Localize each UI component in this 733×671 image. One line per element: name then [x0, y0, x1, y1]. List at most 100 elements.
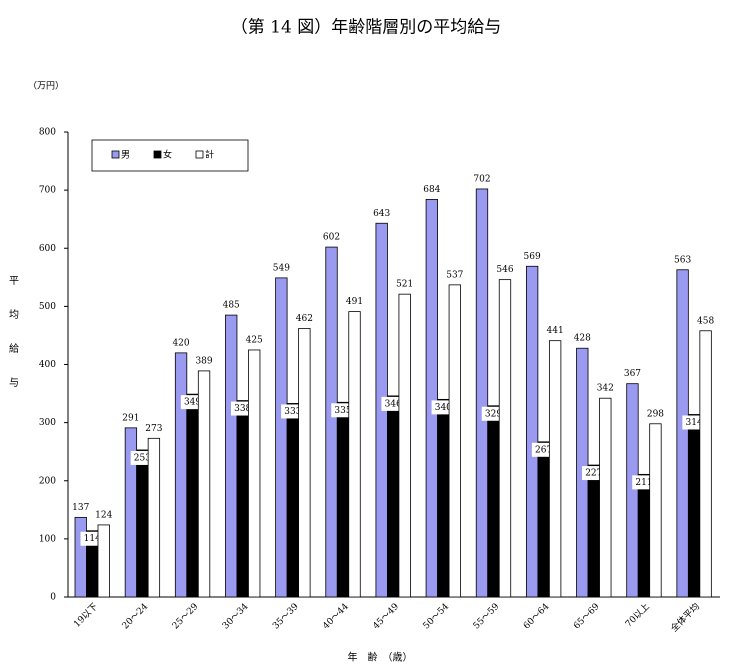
value-label: 420	[172, 338, 189, 348]
bar	[448, 284, 461, 598]
bar	[236, 400, 249, 598]
value-label: 211	[635, 478, 652, 488]
bar	[336, 401, 350, 598]
bar	[525, 265, 539, 598]
bar	[487, 405, 500, 598]
value-label: 458	[697, 316, 714, 326]
bar	[498, 279, 512, 598]
legend-swatch	[153, 150, 162, 159]
value-label: 569	[524, 252, 541, 262]
legend-label: 女	[163, 149, 172, 161]
x-tick-label: 全体平均	[668, 600, 702, 634]
y-tick-label: 700	[39, 186, 56, 196]
value-label: 367	[624, 369, 641, 379]
unit-label: （万円）	[28, 81, 64, 92]
legend-label: 計	[205, 149, 214, 161]
value-label: 346	[385, 399, 402, 409]
bar	[387, 395, 400, 598]
value-label: 340	[435, 403, 452, 413]
value-label: 124	[95, 510, 112, 520]
value-label: 114	[84, 534, 101, 544]
y-tick-label: 400	[39, 360, 56, 370]
bar	[248, 349, 261, 598]
y-tick-label: 800	[39, 128, 56, 138]
value-label: 227	[585, 469, 602, 479]
value-label: 342	[597, 384, 614, 394]
bar	[626, 383, 639, 598]
value-label: 441	[547, 326, 564, 336]
value-label: 485	[223, 301, 240, 311]
x-tick-label: 20～24	[121, 602, 151, 632]
value-label: 643	[373, 209, 390, 219]
value-label: 298	[647, 409, 664, 419]
x-tick-label: 50～54	[422, 602, 452, 632]
x-tick-label: 35～39	[271, 602, 301, 632]
value-label: 546	[496, 265, 513, 275]
bar	[649, 423, 662, 598]
bar	[325, 246, 338, 598]
value-label: 425	[246, 335, 263, 345]
y-axis-label: 平均給与	[7, 275, 19, 411]
value-label: 389	[195, 356, 212, 366]
bar	[147, 437, 161, 598]
bar	[136, 449, 149, 598]
value-label: 491	[346, 297, 363, 307]
legend	[91, 139, 249, 172]
value-label: 521	[396, 280, 413, 290]
value-label: 549	[273, 263, 290, 273]
bar	[197, 370, 211, 598]
x-tick-label: 55～59	[472, 602, 502, 632]
bar	[637, 473, 651, 598]
bar	[537, 441, 550, 598]
value-label: 684	[423, 185, 440, 195]
x-tick-label: 45～49	[371, 602, 401, 632]
value-label: 537	[446, 270, 463, 280]
value-label: 137	[72, 503, 89, 513]
x-tick-label: 60～64	[522, 602, 552, 632]
bar	[286, 403, 300, 598]
x-tick-label: 40～44	[321, 602, 351, 632]
y-tick-label: 600	[39, 244, 56, 254]
value-label: 267	[535, 445, 552, 455]
bar	[174, 352, 188, 598]
bar	[599, 397, 612, 598]
value-label: 253	[134, 453, 151, 463]
bar	[348, 311, 361, 598]
value-label: 335	[334, 406, 351, 416]
bar	[298, 328, 311, 598]
value-label: 563	[674, 255, 691, 265]
bar	[186, 393, 199, 598]
bar	[587, 464, 600, 598]
value-label: 333	[284, 407, 301, 417]
value-label: 428	[574, 334, 591, 344]
bar	[676, 269, 689, 598]
bar	[687, 414, 701, 598]
x-tick-label: 25～29	[171, 602, 201, 632]
bar	[97, 524, 110, 598]
x-tick-label: 65～69	[572, 602, 602, 632]
bar	[437, 398, 450, 598]
x-tick-label: 70以上	[623, 601, 652, 630]
y-tick-label: 500	[39, 302, 56, 312]
bar	[475, 188, 489, 598]
value-label: 314	[686, 418, 703, 428]
value-label: 602	[323, 233, 340, 243]
legend-swatch	[111, 150, 120, 159]
y-tick-label: 0	[50, 593, 56, 603]
bar	[275, 277, 288, 598]
value-label: 291	[122, 413, 139, 423]
value-label: 349	[184, 398, 201, 408]
value-label: 273	[145, 424, 162, 434]
x-axis-label: 年 齢 （歳）	[348, 651, 413, 664]
bar	[225, 314, 238, 598]
value-label: 702	[473, 174, 490, 184]
chart-title: （第 14 図）年齢階層別の平均給与	[231, 18, 501, 38]
bar	[425, 199, 438, 598]
bar	[548, 340, 562, 598]
y-tick-label: 200	[39, 476, 56, 486]
legend-swatch	[195, 150, 204, 159]
x-tick-label: 19以下	[72, 602, 100, 630]
bar	[398, 293, 411, 598]
x-tick-label: 30～34	[221, 602, 251, 632]
